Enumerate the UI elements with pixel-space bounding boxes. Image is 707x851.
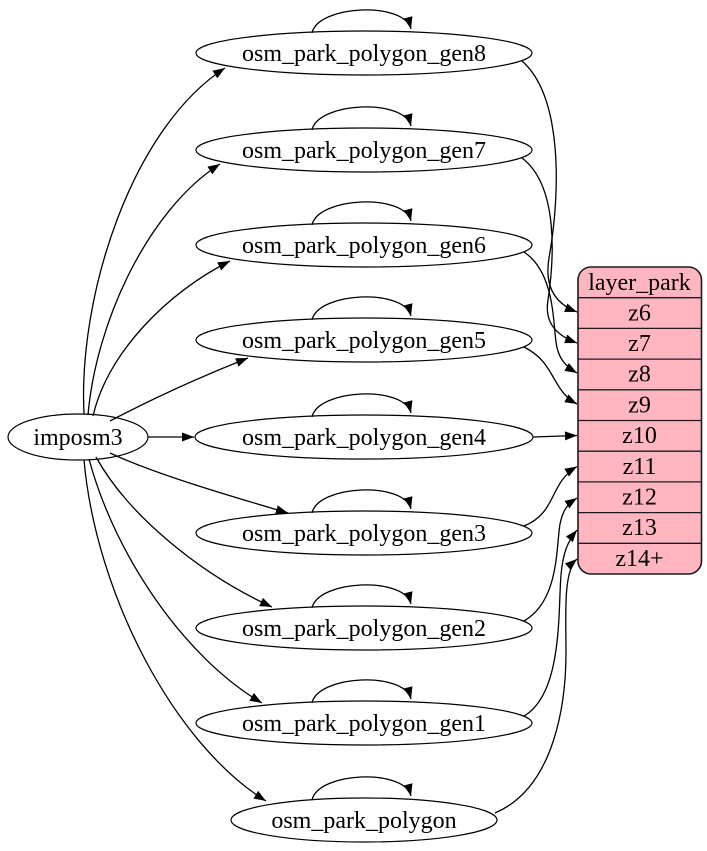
layer-row-label-z13: z13	[622, 515, 657, 541]
table-node-gen1: osm_park_polygon_gen1	[195, 700, 533, 746]
self-loop-polygon	[311, 776, 413, 801]
table-node-gen4: osm_park_polygon_gen4	[194, 414, 534, 460]
self-loop-gen1	[311, 679, 413, 704]
edge-gen7-to-z7	[521, 157, 578, 344]
source-node-imposm3: imposm3	[7, 413, 149, 461]
layer-row-label-z8: z8	[628, 362, 651, 388]
self-loop-gen7	[311, 106, 413, 131]
edge-imposm3-to-gen3	[109, 452, 289, 514]
edge-gen1-to-z13	[523, 529, 578, 717]
layer-park-title: layer_park	[588, 270, 691, 296]
table-node-gen6-ellipse	[195, 222, 533, 268]
edge-gen5-to-z9	[523, 346, 578, 405]
layer-output-edges	[494, 60, 578, 814]
layer-row-label-z11: z11	[623, 454, 657, 480]
self-loop-gen3	[311, 489, 413, 514]
table-node-gen8: osm_park_polygon_gen8	[195, 30, 533, 76]
table-node-gen5-ellipse	[195, 317, 533, 363]
table-node-gen6-label: osm_park_polygon_gen6	[242, 233, 486, 259]
table-node-gen5-label: osm_park_polygon_gen5	[242, 328, 486, 354]
table-node-gen5: osm_park_polygon_gen5	[195, 317, 533, 363]
self-loop-gen8	[311, 9, 413, 34]
table-node-gen1-label: osm_park_polygon_gen1	[242, 711, 486, 737]
edge-gen4-to-z10	[532, 431, 578, 441]
edge-imposm3-to-gen6	[92, 260, 231, 417]
table-node-gen8-ellipse	[195, 30, 533, 76]
edge-gen2-to-z12	[523, 497, 578, 622]
table-node-gen3-label: osm_park_polygon_gen3	[242, 521, 486, 547]
table-node-gen7: osm_park_polygon_gen7	[195, 127, 533, 173]
layer-row-label-z6: z6	[628, 301, 651, 327]
table-node-polygon: osm_park_polygon	[230, 797, 498, 843]
self-loop-gen2	[311, 584, 413, 609]
table-node-gen2-label: osm_park_polygon_gen2	[242, 616, 486, 642]
edge-imposm3-to-polygon	[83, 459, 267, 802]
table-node-gen1-ellipse	[195, 700, 533, 746]
edge-gen3-to-z11	[523, 465, 578, 527]
edge-gen6-to-z8	[523, 251, 578, 374]
table-node-gen6: osm_park_polygon_gen6	[195, 222, 533, 268]
import-edges	[82, 67, 289, 802]
table-node-polygon-ellipse	[230, 797, 498, 843]
table-node-gen3: osm_park_polygon_gen3	[195, 510, 533, 556]
layer-park-node: layer_park z6 z7 z8 z9 z10 z11 z12 z13 z…	[577, 266, 703, 575]
layer-row-label-z12: z12	[622, 485, 657, 511]
self-loop-gen4	[311, 393, 413, 418]
layer-row-label-z14p: z14+	[615, 546, 663, 572]
table-node-gen7-label: osm_park_polygon_gen7	[242, 138, 486, 164]
edge-imposm3-to-gen1	[88, 458, 263, 704]
table-node-gen8-label: osm_park_polygon_gen8	[242, 41, 486, 67]
table-node-polygon-label: osm_park_polygon	[271, 808, 456, 834]
table-node-gen2: osm_park_polygon_gen2	[195, 605, 533, 651]
layer-row-label-z7: z7	[628, 331, 651, 357]
edge-imposm3-to-gen7	[87, 163, 221, 416]
edge-polygon-to-z14p	[494, 558, 578, 814]
self-loop-gen6	[311, 201, 413, 226]
edge-imposm3-to-gen5	[109, 357, 249, 422]
table-node-gen2-ellipse	[195, 605, 533, 651]
layer-row-label-z10: z10	[622, 423, 657, 449]
table-node-gen4-label: osm_park_polygon_gen4	[242, 425, 486, 451]
edge-imposm3-to-gen8	[82, 67, 226, 415]
self-loop-gen5	[311, 296, 413, 321]
layer-row-label-z9: z9	[628, 392, 651, 418]
edge-imposm3-to-gen2	[95, 456, 273, 608]
table-node-gen3-ellipse	[195, 510, 533, 556]
self-loop-edges	[311, 9, 413, 801]
table-node-gen7-ellipse	[195, 127, 533, 173]
edge-gen8-to-z6	[521, 60, 578, 313]
imposm3-label: imposm3	[33, 425, 122, 451]
